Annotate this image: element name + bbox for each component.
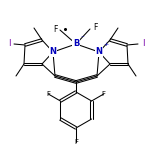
Text: +: +	[103, 43, 109, 47]
Text: F: F	[102, 91, 106, 97]
Text: ⁻: ⁻	[80, 35, 84, 41]
Text: F: F	[74, 139, 78, 145]
Text: B: B	[73, 40, 79, 48]
Text: F: F	[93, 24, 97, 33]
Text: I: I	[8, 40, 10, 48]
Text: F: F	[46, 91, 50, 97]
Text: I: I	[142, 40, 144, 48]
Text: N: N	[95, 47, 102, 57]
Text: N: N	[50, 47, 57, 57]
Text: F: F	[53, 24, 57, 33]
